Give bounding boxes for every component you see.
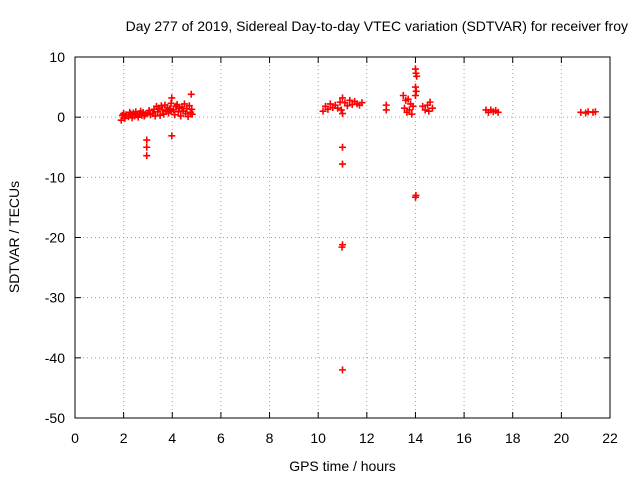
data-point [346, 96, 354, 104]
y-tick-label: -30 [45, 290, 65, 306]
data-point [339, 94, 346, 102]
y-tick-label: 0 [57, 109, 65, 125]
data-point [168, 94, 176, 102]
data-point [154, 108, 162, 116]
data-point [413, 72, 421, 80]
data-point [187, 90, 195, 98]
x-tick-label: 20 [554, 430, 570, 446]
data-point [494, 108, 502, 116]
data-point [426, 98, 434, 106]
x-tick-label: 2 [120, 430, 128, 446]
data-point [185, 102, 193, 110]
x-tick-label: 12 [359, 430, 375, 446]
data-point [184, 113, 192, 121]
data-point [339, 366, 346, 374]
data-point [358, 99, 366, 107]
data-point [159, 106, 167, 114]
data-point [121, 114, 129, 122]
data-point [411, 193, 419, 201]
data-point [399, 92, 407, 100]
x-tick-label: 18 [505, 430, 521, 446]
data-point [173, 101, 181, 109]
data-point [405, 106, 413, 114]
y-tick-label: -10 [45, 169, 65, 185]
x-tick-label: 0 [71, 430, 79, 446]
data-point [339, 143, 346, 151]
chart-title: Day 277 of 2019, Sidereal Day-to-day VTE… [125, 18, 628, 34]
grid-lines [75, 57, 610, 418]
data-point [591, 108, 599, 116]
data-point [421, 106, 429, 114]
data-point [404, 95, 412, 103]
axis-ticks: 0 2 4 6 8 10 12 14 16 18 20 22 10 0 -10 -20 -30 -40 -50 [45, 49, 618, 446]
y-tick-label: -40 [45, 350, 65, 366]
data-point [143, 136, 151, 144]
data-point [143, 143, 151, 151]
data-point [411, 92, 419, 100]
data-point [338, 243, 346, 251]
data-point [143, 152, 151, 160]
y-axis-label: SDTVAR / TECUs [6, 180, 22, 294]
y-tick-label: 10 [49, 49, 65, 65]
data-point [117, 116, 125, 124]
data-points [117, 65, 599, 374]
data-point [408, 110, 416, 118]
x-tick-label: 16 [456, 430, 472, 446]
y-tick-label: -20 [45, 230, 65, 246]
x-tick-label: 14 [408, 430, 424, 446]
data-point [428, 104, 436, 112]
data-point [339, 160, 346, 168]
x-tick-label: 8 [266, 430, 274, 446]
data-point [156, 111, 164, 119]
data-point [324, 105, 332, 113]
data-point [334, 104, 342, 112]
x-tick-label: 22 [602, 430, 618, 446]
data-point [419, 102, 427, 110]
data-point [171, 111, 179, 119]
data-point [180, 100, 188, 108]
data-point [326, 100, 334, 108]
data-point [169, 106, 177, 114]
data-point [168, 132, 176, 140]
data-point [401, 104, 409, 112]
data-point [145, 107, 153, 115]
data-point [409, 102, 417, 110]
x-tick-label: 10 [310, 430, 326, 446]
data-point [343, 102, 351, 110]
data-point [382, 106, 390, 114]
x-axis-label: GPS time / hours [289, 458, 396, 474]
data-point [425, 107, 433, 115]
x-tick-label: 6 [217, 430, 225, 446]
data-point [134, 113, 142, 121]
data-point [337, 106, 345, 114]
data-point [188, 110, 196, 118]
x-tick-label: 4 [168, 430, 176, 446]
y-tick-label: -50 [45, 410, 65, 426]
data-point [177, 112, 185, 120]
data-point [319, 107, 327, 115]
data-point [339, 110, 346, 118]
